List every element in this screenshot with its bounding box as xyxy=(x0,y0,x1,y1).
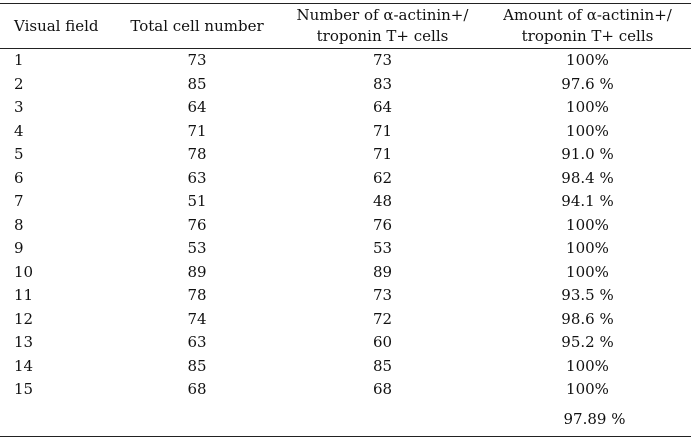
cell-number-positive: 62 xyxy=(372,168,393,187)
cell-total-cell-number: 74 xyxy=(187,309,207,328)
table-row: 10 89 89 100% xyxy=(0,261,691,285)
cell-total-cell-number: 64 xyxy=(187,98,207,116)
summary-cell-amount-positive: 97.89 % xyxy=(484,401,691,437)
cell-visual-field: 13 xyxy=(14,333,34,351)
cell-visual-field: 2 xyxy=(14,74,24,93)
table-row: 9 53 53 100% xyxy=(0,237,691,261)
summary-cell-visual-field xyxy=(0,401,113,437)
cell-amount-positive: 100% xyxy=(566,262,609,281)
cell-number-positive: 53 xyxy=(372,239,393,257)
cell-total-cell-number: 51 xyxy=(187,192,207,210)
cell-number-positive: 85 xyxy=(372,356,393,375)
cell-visual-field: 11 xyxy=(14,286,34,304)
header-visual-field: Visual field xyxy=(0,4,113,49)
table-row: 3 64 64 100% xyxy=(0,96,691,120)
table-row: 6 63 62 98.4 % xyxy=(0,167,691,191)
cell-visual-field: 9 xyxy=(14,239,24,257)
cell-amount-positive: 91.0 % xyxy=(561,145,614,163)
cell-total-cell-number: 85 xyxy=(187,356,207,375)
table-row: 8 76 76 100% xyxy=(0,214,691,238)
cell-number-positive: 72 xyxy=(372,309,393,328)
cell-number-positive: 71 xyxy=(372,121,393,140)
summary-cell-total-cell-number xyxy=(113,401,281,437)
cell-total-cell-number: 53 xyxy=(187,239,207,257)
summary-row: 97.89 % xyxy=(0,401,691,437)
cell-total-cell-number: 63 xyxy=(187,168,207,187)
table-header: Visual field Total cell number Number of… xyxy=(0,3,691,49)
header-amount-line-2: troponin T+ cells xyxy=(521,27,654,45)
cell-total-cell-number: 89 xyxy=(187,262,207,281)
header-total-cell-number: Total cell number xyxy=(113,4,281,49)
cell-number-positive: 48 xyxy=(372,192,393,210)
cell-number-positive: 60 xyxy=(372,333,393,351)
header-amount-line-1: Amount of α-actinin+/ xyxy=(503,6,672,24)
header-total-cell-number-text: Total cell number xyxy=(130,16,264,35)
cell-amount-positive: 100% xyxy=(566,51,609,69)
cell-amount-positive: 98.4 % xyxy=(561,168,614,187)
table-body: 1 73 73 100% 2 85 83 97.6 % 3 64 64 100% 4 71 71 100% 5 7… xyxy=(0,49,691,437)
cell-visual-field: 7 xyxy=(14,192,24,210)
header-amount-positive-cells: Amount of α-actinin+/ troponin T+ cells xyxy=(484,4,691,49)
table-row: 13 63 60 95.2 % xyxy=(0,331,691,355)
cell-number-positive: 64 xyxy=(372,98,393,116)
cell-visual-field: 5 xyxy=(14,145,24,163)
cell-visual-field: 1 xyxy=(14,51,24,69)
cell-visual-field: 14 xyxy=(14,356,34,375)
cell-amount-positive: 98.6 % xyxy=(561,309,614,328)
cell-amount-positive: 95.2 % xyxy=(561,333,614,351)
cell-total-cell-number: 73 xyxy=(187,51,207,69)
cell-amount-positive: 93.5 % xyxy=(561,286,614,304)
cell-total-cell-number: 78 xyxy=(187,145,207,163)
cell-visual-field: 15 xyxy=(14,380,34,398)
table-row: 4 71 71 100% xyxy=(0,120,691,144)
cell-count-table: Visual field Total cell number Number of… xyxy=(0,3,691,437)
header-number-positive-cells: Number of α-actinin+/ troponin T+ cells xyxy=(281,4,484,49)
table-row: 11 78 73 93.5 % xyxy=(0,284,691,308)
cell-number-positive: 83 xyxy=(372,74,393,93)
table-row: 5 78 71 91.0 % xyxy=(0,143,691,167)
cell-visual-field: 4 xyxy=(14,121,24,140)
header-number-line-2: troponin T+ cells xyxy=(316,27,449,45)
cell-total-cell-number: 85 xyxy=(187,74,207,93)
cell-visual-field: 8 xyxy=(14,215,24,234)
table-row: 1 73 73 100% xyxy=(0,49,691,73)
header-visual-field-text: Visual field xyxy=(14,16,99,35)
cell-total-cell-number: 68 xyxy=(187,380,207,398)
cell-amount-positive: 97.6 % xyxy=(561,74,614,93)
header-row: Visual field Total cell number Number of… xyxy=(0,3,691,49)
cell-amount-positive: 100% xyxy=(566,239,609,257)
cell-amount-positive: 100% xyxy=(566,380,609,398)
cell-amount-positive: 100% xyxy=(566,215,609,234)
table-row: 7 51 48 94.1 % xyxy=(0,190,691,214)
cell-number-positive: 71 xyxy=(372,145,393,163)
header-number-line-1: Number of α-actinin+/ xyxy=(296,6,469,24)
cell-amount-positive: 100% xyxy=(566,356,609,375)
cell-number-positive: 76 xyxy=(372,215,393,234)
table-row: 2 85 83 97.6 % xyxy=(0,73,691,97)
table-row: 14 85 85 100% xyxy=(0,355,691,379)
table-row: 12 74 72 98.6 % xyxy=(0,308,691,332)
cell-total-cell-number: 63 xyxy=(187,333,207,351)
cell-total-cell-number: 78 xyxy=(187,286,207,304)
cell-number-positive: 89 xyxy=(372,262,393,281)
cell-number-positive: 68 xyxy=(372,380,393,398)
cell-visual-field: 10 xyxy=(14,262,34,281)
cell-visual-field: 3 xyxy=(14,98,24,116)
cell-visual-field: 6 xyxy=(14,168,24,187)
results-table-container: Visual field Total cell number Number of… xyxy=(0,3,691,437)
cell-total-cell-number: 71 xyxy=(187,121,207,140)
cell-visual-field: 12 xyxy=(14,309,34,328)
cell-total-cell-number: 76 xyxy=(187,215,207,234)
cell-amount-positive: 100% xyxy=(566,98,609,116)
table-row: 15 68 68 100% xyxy=(0,378,691,402)
summary-cell-number-positive xyxy=(281,401,484,437)
cell-number-positive: 73 xyxy=(372,286,393,304)
cell-number-positive: 73 xyxy=(372,51,393,69)
cell-amount-positive: 94.1 % xyxy=(561,192,614,210)
cell-amount-positive: 100% xyxy=(566,121,609,140)
